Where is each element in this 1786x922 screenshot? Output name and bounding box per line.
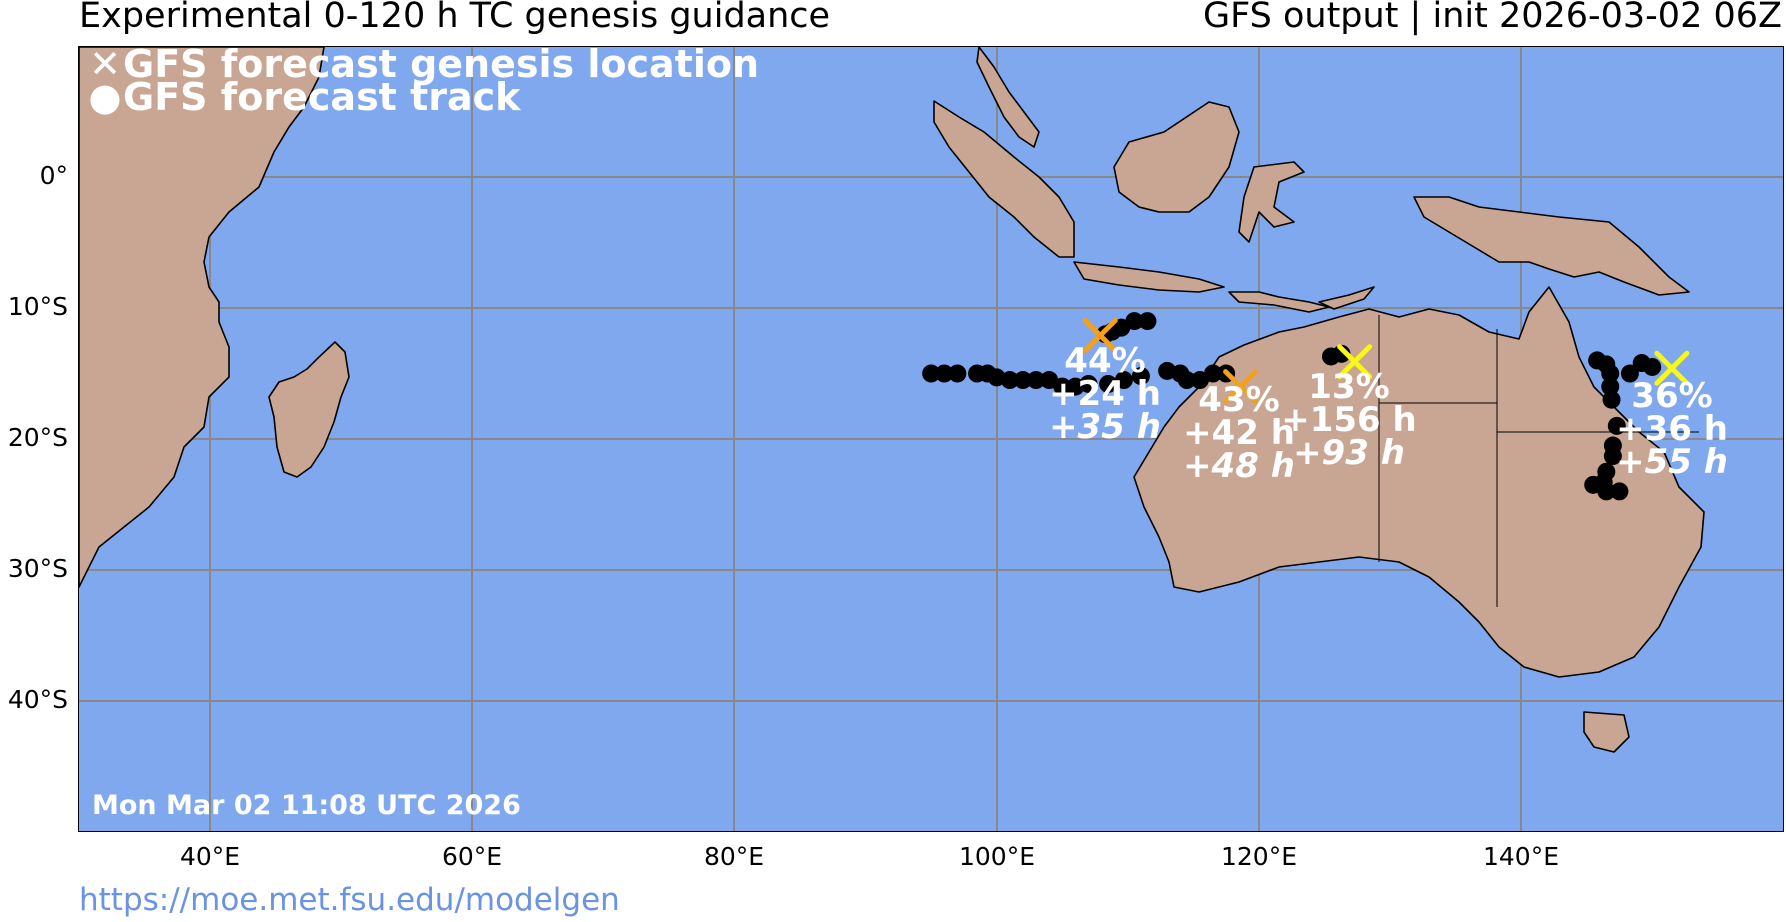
lon-label-60e: 60°E <box>441 842 503 871</box>
storm-3-secondary-time: +93 h <box>1293 433 1405 473</box>
track-dot <box>1079 374 1098 393</box>
australia-landmass <box>1133 286 1705 678</box>
storm-1-probability: 44% <box>1064 341 1146 381</box>
genesis-x-icon <box>1082 318 1118 354</box>
track-dot <box>1601 364 1620 383</box>
lat-label-10s: 10°S <box>7 292 68 321</box>
storm-3-genesis-time: +156 h <box>1281 400 1417 440</box>
tasmania-landmass <box>1583 711 1630 753</box>
lat-label-40s: 40°S <box>7 685 68 714</box>
lon-label-80e: 80°E <box>703 842 765 871</box>
java-landmass <box>1073 261 1225 293</box>
track-dot <box>1602 390 1621 409</box>
init-label: GFS output | init 2026-03-02 06Z <box>1203 0 1782 36</box>
lat-label-20s: 20°S <box>7 423 68 452</box>
legend-row-genesis: ✕ GFS forecast genesis location <box>87 46 760 86</box>
map-panel: ✕ GFS forecast genesis location ● GFS fo… <box>78 46 1784 832</box>
storm-2-secondary-time: +48 h <box>1183 446 1295 486</box>
track-dot <box>1114 371 1133 390</box>
lat-label-30s: 30°S <box>7 554 68 583</box>
track-dot <box>1000 371 1019 390</box>
track-dot <box>1053 377 1072 396</box>
track-dot <box>1013 371 1032 390</box>
state-boundaries <box>1378 315 1699 607</box>
track-dot <box>1584 475 1603 494</box>
storm-label-4: 36% +36 h +55 h <box>1616 376 1728 482</box>
map-legend: ✕ GFS forecast genesis location ● GFS fo… <box>87 46 760 119</box>
track-dot <box>1610 482 1629 501</box>
track-dot <box>1332 344 1351 363</box>
dot-marker-icon: ● <box>88 74 122 119</box>
track-dot <box>1125 312 1144 331</box>
map-canvas <box>79 47 1783 831</box>
genesis-x-icon <box>1337 344 1373 380</box>
storm-label-3: 13% +156 h +93 h <box>1281 367 1417 473</box>
malay-peninsula-landmass <box>976 47 1040 148</box>
lon-label-100e: 100°E <box>958 842 1036 871</box>
track-dot <box>1607 416 1626 435</box>
track-dot <box>1131 367 1150 386</box>
track-dot <box>922 364 941 383</box>
genesis-x-icon <box>1654 350 1690 386</box>
sulawesi-landmass <box>1238 161 1305 243</box>
track-dot <box>1601 377 1620 396</box>
track-dot <box>1603 447 1622 466</box>
track-dot <box>1177 371 1196 390</box>
track-dot <box>1099 374 1118 393</box>
forecast-tracks <box>922 312 1662 501</box>
genesis-x-icon <box>1223 369 1259 405</box>
storm-4-probability: 36% <box>1631 376 1713 416</box>
storm-2-genesis-time: +42 h <box>1183 413 1295 453</box>
genesis-markers <box>1082 318 1690 405</box>
new-guinea-landmass <box>1413 196 1690 296</box>
storm-1-genesis-time: +24 h <box>1049 374 1161 414</box>
storm-label-1: 44% +24 h +35 h <box>1049 341 1161 447</box>
lat-label-0: 0° <box>39 161 68 190</box>
track-dot <box>1138 312 1157 331</box>
madagascar-landmass <box>268 341 350 478</box>
track-dot <box>1204 364 1223 383</box>
track-dot <box>948 364 967 383</box>
landmasses <box>79 47 1705 753</box>
storm-4-secondary-time: +55 h <box>1616 442 1728 482</box>
track-dot <box>1027 371 1046 390</box>
sumatra-landmass <box>933 100 1075 258</box>
storm-4-genesis-time: +36 h <box>1616 409 1728 449</box>
lon-label-120e: 120°E <box>1220 842 1298 871</box>
track-dot <box>1620 364 1639 383</box>
legend-row-track: ● GFS forecast track <box>87 74 759 119</box>
legend-label-genesis: GFS forecast genesis location <box>123 46 760 86</box>
map-title: Experimental 0-120 h TC genesis guidance <box>79 0 831 36</box>
legend-label-track: GFS forecast track <box>123 74 521 119</box>
storm-2-probability: 43% <box>1198 380 1280 420</box>
track-dot <box>1643 357 1662 376</box>
x-marker-icon: ✕ <box>89 46 121 86</box>
storm-1-secondary-time: +35 h <box>1049 407 1161 447</box>
lon-label-40e: 40°E <box>179 842 241 871</box>
africa-landmass <box>79 47 325 588</box>
track-dot <box>935 364 954 383</box>
source-url-link[interactable]: https://moe.met.fsu.edu/modelgen <box>79 882 620 918</box>
borneo-landmass <box>1113 101 1240 213</box>
timestamp: Mon Mar 02 11:08 UTC 2026 <box>92 790 521 821</box>
storm-label-2: 43% +42 h +48 h <box>1183 380 1295 486</box>
storm-3-probability: 13% <box>1308 367 1390 407</box>
timor-landmass <box>1318 286 1375 310</box>
lon-label-140e: 140°E <box>1482 842 1560 871</box>
